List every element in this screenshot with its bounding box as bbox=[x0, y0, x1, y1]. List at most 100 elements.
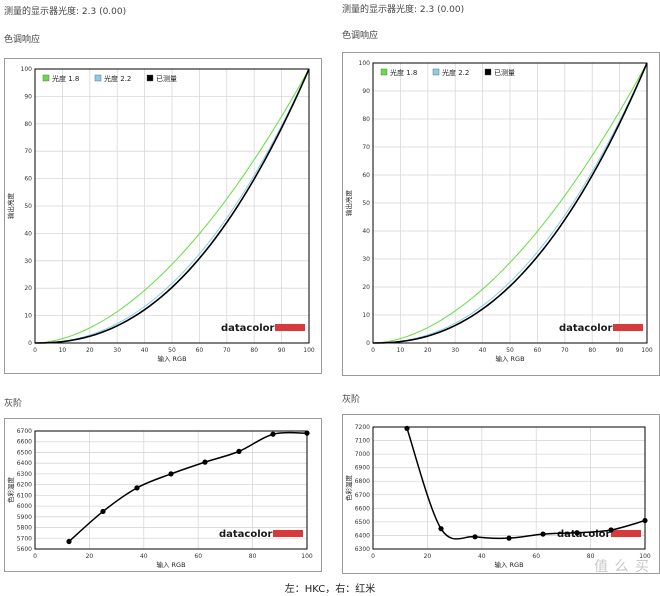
y-tick-label: 6700 bbox=[355, 492, 370, 499]
x-tick-label: 30 bbox=[113, 347, 121, 354]
x-tick-label: 30 bbox=[451, 347, 459, 354]
datacolor-bar bbox=[273, 530, 303, 537]
plot-area bbox=[34, 430, 308, 550]
x-tick-label: 90 bbox=[278, 347, 286, 354]
y-tick-label: 6300 bbox=[17, 471, 32, 478]
data-point bbox=[202, 459, 208, 465]
series-line bbox=[372, 62, 648, 344]
x-tick-label: 0 bbox=[371, 347, 375, 354]
y-tick-label: 40 bbox=[24, 230, 32, 237]
left-gamma-header: 测量的显示器光度: 2.3 (0.00) bbox=[4, 7, 127, 17]
left-gray-title: 灰阶 bbox=[4, 399, 23, 409]
y-tick-label: 30 bbox=[24, 258, 32, 265]
data-point bbox=[270, 431, 276, 437]
x-tick-label: 60 bbox=[534, 347, 542, 354]
plot-border bbox=[34, 430, 308, 550]
series-line bbox=[34, 68, 310, 344]
data-point bbox=[134, 485, 140, 491]
left-tone-chart: 0 10 20 30 40 50 60 70 80 90 100 0 10 20 30 40 50 60 70 80 9… bbox=[6, 66, 315, 363]
x-tick-label: 100 bbox=[303, 347, 315, 354]
x-tick-label: 20 bbox=[424, 553, 432, 560]
data-point bbox=[472, 534, 478, 540]
x-tick-label: 0 bbox=[33, 553, 37, 560]
series-line bbox=[34, 68, 310, 344]
plot-area bbox=[372, 426, 646, 550]
y-axis-label: 色彩温度 bbox=[344, 475, 353, 502]
y-tick-label: 50 bbox=[24, 203, 32, 210]
left-gray-chart: 0 20 40 60 80 100 5600 5700 5800 5900 6000 6100 6200… bbox=[6, 428, 313, 569]
x-axis-label: 输入 RGB bbox=[494, 560, 523, 569]
right-tone-frame: 0 10 20 30 40 50 60 70 80 90 100 0 10 20 30 40 50 60 70 80 9… bbox=[342, 52, 660, 376]
legend-swatch bbox=[42, 74, 50, 82]
legend-entry: 已测量 bbox=[494, 69, 515, 77]
legend-swatch bbox=[484, 68, 492, 76]
bottom-caption: 左：HKC，右：红米 bbox=[284, 584, 376, 595]
y-tick-label: 40 bbox=[362, 228, 370, 235]
x-tick-label: 40 bbox=[141, 347, 149, 354]
x-tick-label: 80 bbox=[587, 553, 595, 560]
right-gray-chart: 0 20 40 60 80 100 6300 6400 6500 6600 6700 6800 6900… bbox=[344, 424, 651, 569]
data-point bbox=[642, 517, 648, 524]
data-point bbox=[404, 425, 410, 431]
y-tick-label: 0 bbox=[366, 340, 370, 347]
x-tick-label: 60 bbox=[196, 347, 204, 354]
right-gamma-header: 测量的显示器光度: 2.3 (0.00) bbox=[342, 5, 465, 15]
y-axis-label: 输出亮度 bbox=[6, 193, 15, 220]
data-point bbox=[506, 535, 512, 541]
y-tick-label: 70 bbox=[362, 144, 370, 151]
series-line bbox=[34, 68, 310, 344]
plot-border bbox=[372, 426, 646, 550]
datacolor-bar bbox=[611, 530, 641, 537]
y-tick-label: 6600 bbox=[17, 439, 32, 446]
x-tick-label: 10 bbox=[397, 347, 405, 354]
y-tick-label: 6300 bbox=[355, 546, 370, 553]
y-tick-label: 20 bbox=[24, 285, 32, 292]
y-tick-label: 6100 bbox=[17, 492, 32, 499]
y-tick-label: 6600 bbox=[355, 505, 370, 512]
watermark-logo: 值 么 买 bbox=[594, 559, 650, 575]
x-tick-label: 60 bbox=[194, 553, 202, 560]
y-tick-label: 10 bbox=[362, 312, 370, 319]
x-tick-label: 70 bbox=[223, 347, 231, 354]
y-tick-label: 5700 bbox=[17, 535, 32, 542]
legend-entry: 光度 1.8 bbox=[52, 74, 79, 83]
x-tick-label: 80 bbox=[588, 347, 596, 354]
y-tick-label: 60 bbox=[362, 172, 370, 179]
legend-swatch bbox=[94, 74, 102, 82]
x-axis-label: 输入 RGB bbox=[495, 354, 524, 363]
y-tick-label: 0 bbox=[28, 340, 32, 347]
datacolor-bar bbox=[275, 324, 305, 331]
y-tick-label: 6400 bbox=[355, 532, 370, 539]
datacolor-logo: datacolor bbox=[219, 529, 273, 540]
x-tick-label: 40 bbox=[479, 347, 487, 354]
y-tick-label: 5900 bbox=[17, 514, 32, 521]
series-line bbox=[372, 62, 648, 344]
series-line bbox=[372, 62, 648, 344]
x-tick-label: 100 bbox=[301, 553, 313, 560]
x-tick-label: 80 bbox=[249, 553, 257, 560]
datacolor-logo: datacolor bbox=[559, 323, 613, 334]
x-tick-label: 70 bbox=[561, 347, 569, 354]
x-tick-label: 60 bbox=[532, 553, 540, 560]
plot-border bbox=[34, 68, 310, 344]
x-axis-label: 输入 RGB bbox=[157, 354, 186, 363]
legend-swatch bbox=[380, 68, 388, 76]
x-tick-label: 20 bbox=[86, 347, 94, 354]
right-gray-frame: 0 20 40 60 80 100 6300 6400 6500 6600 6700 6800 6900… bbox=[342, 414, 660, 574]
x-tick-label: 90 bbox=[616, 347, 624, 354]
series-line bbox=[68, 431, 308, 543]
x-tick-label: 40 bbox=[478, 553, 486, 560]
datacolor-logo: datacolor bbox=[557, 529, 611, 540]
y-tick-label: 6500 bbox=[17, 449, 32, 456]
data-point bbox=[100, 508, 106, 515]
legend-entry: 光度 1.8 bbox=[390, 68, 417, 77]
data-point bbox=[304, 430, 310, 436]
y-tick-label: 7200 bbox=[355, 424, 370, 431]
y-tick-label: 5800 bbox=[17, 525, 32, 532]
y-tick-label: 6400 bbox=[17, 460, 32, 467]
datacolor-bar bbox=[613, 324, 643, 331]
y-tick-label: 70 bbox=[24, 148, 32, 155]
y-tick-label: 30 bbox=[362, 256, 370, 263]
y-tick-label: 100 bbox=[359, 60, 371, 67]
y-tick-label: 6900 bbox=[355, 465, 370, 472]
